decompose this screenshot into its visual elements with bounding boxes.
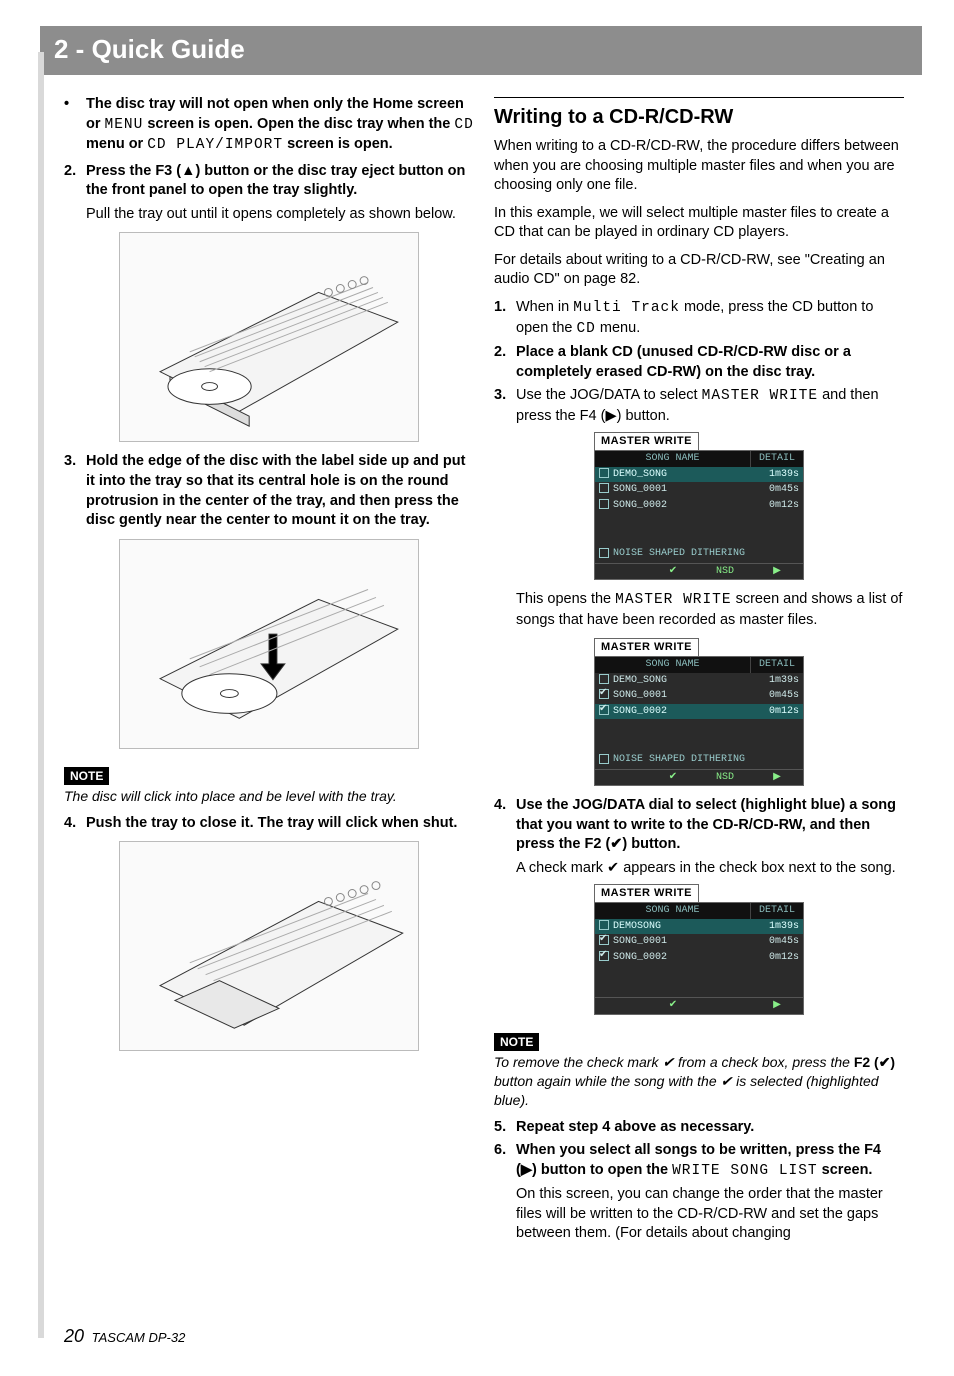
- mono-text: MASTER WRITE: [615, 592, 731, 608]
- step-3: 3. Use the JOG/DATA to select MASTER WRI…: [494, 386, 904, 426]
- text: screen is open.: [283, 136, 393, 152]
- step-number: 6.: [494, 1141, 516, 1244]
- lcd-nsd: NOISE SHAPED DITHERING: [595, 751, 803, 769]
- lcd-screenshot-3: MASTER WRITE SONG NAMEDETAIL DEMOSONG1m3…: [594, 884, 804, 1014]
- lcd-col-header: DETAIL: [751, 451, 803, 467]
- lcd-screenshot-2: MASTER WRITE SONG NAMEDETAIL DEMO_SONG1m…: [594, 638, 804, 786]
- mono-text: CD: [576, 321, 595, 337]
- lcd-row: DEMOSONG1m39s: [595, 919, 803, 935]
- lcd-row: SONG_00020m12s: [595, 950, 803, 966]
- paragraph: This opens the MASTER WRITE screen and s…: [494, 590, 904, 630]
- lcd-col-header: SONG NAME: [595, 903, 751, 919]
- step-3: 3. Hold the edge of the disc with the la…: [64, 452, 474, 530]
- text: menu or: [86, 136, 147, 152]
- lcd-row: SONG_00010m45s: [595, 934, 803, 950]
- step-lead: Repeat step 4 above as necessary.: [516, 1118, 904, 1138]
- mono-text: WRITE SONG LIST: [672, 1163, 818, 1179]
- footer-model: TASCAM DP-32: [92, 1330, 186, 1345]
- note-badge: NOTE: [494, 1033, 539, 1051]
- illustration-tray-closed: [119, 841, 419, 1051]
- step-number: 3.: [64, 452, 86, 530]
- step-number: 2.: [494, 343, 516, 382]
- mono-text: CD: [454, 117, 473, 133]
- paragraph: When writing to a CD-R/CD-RW, the proced…: [494, 137, 904, 196]
- right-column: Writing to a CD-R/CD-RW When writing to …: [494, 95, 904, 1248]
- step-6: 6. When you select all songs to be writt…: [494, 1141, 904, 1244]
- step-2: 2. Press the F3 (▲) button or the disc t…: [64, 162, 474, 225]
- note-text: The disc will click into place and be le…: [64, 787, 474, 806]
- lcd-col-header: DETAIL: [751, 657, 803, 673]
- step-lead: Push the tray to close it. The tray will…: [86, 814, 474, 834]
- step-4: 4. Use the JOG/DATA dial to select (high…: [494, 796, 904, 878]
- lcd-fkeys: .✔.▶: [595, 997, 803, 1014]
- step-sub: On this screen, you can change the order…: [516, 1185, 904, 1244]
- step-lead: Hold the edge of the disc with the label…: [86, 452, 474, 530]
- mono-text: CD PLAY/IMPORT: [147, 137, 283, 153]
- note-text: To remove the check mark ✔ from a check …: [494, 1053, 904, 1110]
- page-margin-stripe: [38, 52, 44, 1338]
- section-heading: Writing to a CD-R/CD-RW: [494, 97, 904, 131]
- lcd-col-header: SONG NAME: [595, 657, 751, 673]
- lcd-col-header: SONG NAME: [595, 451, 751, 467]
- page-footer: 20 TASCAM DP-32: [64, 1324, 185, 1348]
- mono-text: Multi Track: [573, 300, 680, 316]
- step-4: 4. Push the tray to close it. The tray w…: [64, 814, 474, 834]
- lcd-fkeys: .✔NSD▶: [595, 769, 803, 786]
- illustration-insert-disc: [119, 539, 419, 749]
- step-number: 2.: [64, 162, 86, 225]
- step-number: 1.: [494, 298, 516, 339]
- step-sub: A check mark ✔ appears in the check box …: [516, 859, 904, 879]
- lcd-row: SONG_00010m45s: [595, 688, 803, 704]
- paragraph: In this example, we will select multiple…: [494, 204, 904, 243]
- step-number: 3.: [494, 386, 516, 426]
- paragraph: For details about writing to a CD-R/CD-R…: [494, 251, 904, 290]
- lcd-title: MASTER WRITE: [594, 884, 699, 902]
- step-number: 5.: [494, 1118, 516, 1138]
- lcd-row: SONG_00020m12s: [595, 498, 803, 514]
- left-column: • The disc tray will not open when only …: [64, 95, 474, 1248]
- lcd-title: MASTER WRITE: [594, 638, 699, 656]
- mono-text: MENU: [105, 117, 144, 133]
- step-number: 4.: [494, 796, 516, 878]
- text: screen.: [818, 1162, 873, 1178]
- text: menu.: [596, 320, 640, 336]
- note-badge: NOTE: [64, 767, 109, 785]
- lcd-row: DEMO_SONG1m39s: [595, 467, 803, 483]
- step-2: 2. Place a blank CD (unused CD-R/CD-RW d…: [494, 343, 904, 382]
- step-lead: Press the F3 (▲) button or the disc tray…: [86, 162, 474, 201]
- chapter-title: 2 - Quick Guide: [54, 32, 908, 67]
- lcd-nsd: NOISE SHAPED DITHERING: [595, 545, 803, 563]
- mono-text: MASTER WRITE: [702, 388, 818, 404]
- lcd-col-header: DETAIL: [751, 903, 803, 919]
- lcd-row: DEMO_SONG1m39s: [595, 673, 803, 689]
- step-5: 5. Repeat step 4 above as necessary.: [494, 1118, 904, 1138]
- illustration-tray-open: [119, 232, 419, 442]
- bullet-item: • The disc tray will not open when only …: [64, 95, 474, 156]
- page-number: 20: [64, 1326, 84, 1346]
- lcd-screenshot-1: MASTER WRITE SONG NAMEDETAIL DEMO_SONG1m…: [594, 432, 804, 580]
- text: When in: [516, 299, 573, 315]
- chapter-header: 2 - Quick Guide: [40, 26, 922, 75]
- bullet-marker: •: [64, 95, 86, 156]
- step-number: 4.: [64, 814, 86, 834]
- step-lead: Use the JOG/DATA dial to select (highlig…: [516, 796, 904, 855]
- step-lead: Place a blank CD (unused CD-R/CD-RW disc…: [516, 343, 904, 382]
- lcd-fkeys: .✔NSD▶: [595, 563, 803, 580]
- lcd-title: MASTER WRITE: [594, 432, 699, 450]
- lcd-row: SONG_00020m12s: [595, 704, 803, 720]
- text: Use the JOG/DATA to select: [516, 387, 702, 403]
- lcd-row: SONG_00010m45s: [595, 482, 803, 498]
- step-1: 1. When in Multi Track mode, press the C…: [494, 298, 904, 339]
- text: screen is open. Open the disc tray when …: [143, 116, 454, 132]
- step-sub: Pull the tray out until it opens complet…: [86, 205, 474, 225]
